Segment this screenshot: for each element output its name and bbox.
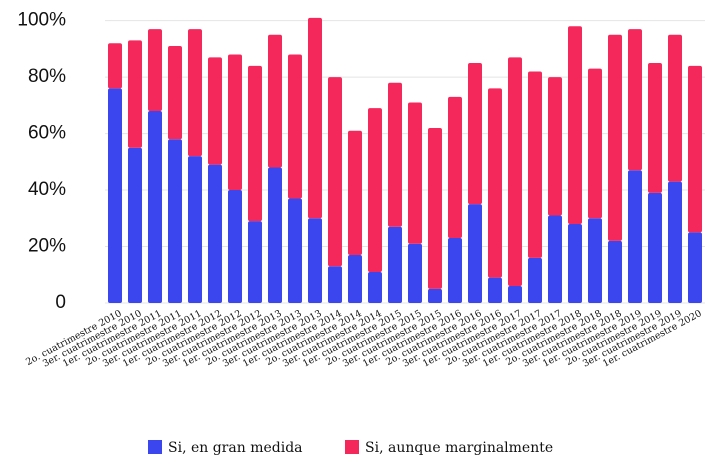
bar-segment [508, 286, 522, 303]
bar-segment [528, 257, 542, 303]
legend-swatch [345, 440, 359, 454]
bar-segment [328, 266, 342, 303]
bar-segment [688, 65, 702, 233]
bar-segment [348, 255, 362, 303]
bar-segment [628, 170, 642, 303]
bar-segment [528, 71, 542, 258]
bar-segment [408, 102, 422, 244]
bar-segment [608, 240, 622, 303]
bar-segment [308, 17, 322, 219]
bar-segment [368, 108, 382, 272]
bar-segment [588, 68, 602, 219]
legend-swatch [148, 440, 162, 454]
bar-segment [488, 277, 502, 303]
bar-segment [428, 288, 442, 303]
bar-segment [388, 82, 402, 227]
bar-segment [548, 215, 562, 303]
bar-segment [148, 111, 162, 303]
bar-segment [248, 221, 262, 303]
bar-segment [208, 57, 222, 165]
bar-segment [648, 63, 662, 193]
bar-segment [448, 238, 462, 303]
bar-segment [148, 29, 162, 112]
bar-segment [388, 226, 402, 303]
bar-segment [188, 29, 202, 157]
bar-segment [308, 218, 322, 303]
bar-segment [188, 156, 202, 303]
bar-segment [228, 54, 242, 191]
bar-segment [168, 139, 182, 303]
bar-segment [348, 130, 362, 255]
bar-segment [508, 57, 522, 287]
y-tick-label: 40% [28, 179, 66, 200]
bar-segment [648, 192, 662, 303]
bar-segment [428, 127, 442, 289]
bar-segment [568, 26, 582, 224]
y-tick-label: 100% [17, 10, 66, 31]
bar-segment [128, 40, 142, 148]
y-tick-label: 80% [28, 66, 66, 87]
bar-segment [288, 54, 302, 199]
bar-segment [588, 218, 602, 303]
bar-segment [268, 34, 282, 168]
y-tick-label: 60% [28, 123, 66, 144]
bar-segment [628, 29, 642, 171]
bar-segment [208, 164, 222, 303]
bar-segment [228, 190, 242, 303]
bar-segment [108, 88, 122, 303]
legend-label: Si, aunque marginalmente [365, 440, 553, 456]
y-tick-label: 0 [55, 292, 66, 313]
bar-segment [268, 167, 282, 303]
bar-segment [668, 181, 682, 303]
bar-segment [688, 232, 702, 303]
legend-label: Si, en gran medida [168, 440, 303, 456]
bar-segment [488, 88, 502, 278]
bar-segment [448, 96, 462, 239]
bar-segment [328, 77, 342, 267]
bar-segment [108, 43, 122, 89]
bar-segment [668, 34, 682, 182]
bar-segment [288, 198, 302, 303]
bar-segment [568, 223, 582, 303]
bar-segment [608, 34, 622, 241]
bar-segment [408, 243, 422, 303]
bar-segment [548, 77, 562, 216]
bar-segment [468, 204, 482, 303]
bar-segment [128, 147, 142, 303]
bar-segment [248, 65, 262, 222]
bar-segment [468, 63, 482, 205]
bar-segment [168, 46, 182, 140]
y-tick-label: 20% [28, 236, 66, 257]
bar-segment [368, 271, 382, 303]
